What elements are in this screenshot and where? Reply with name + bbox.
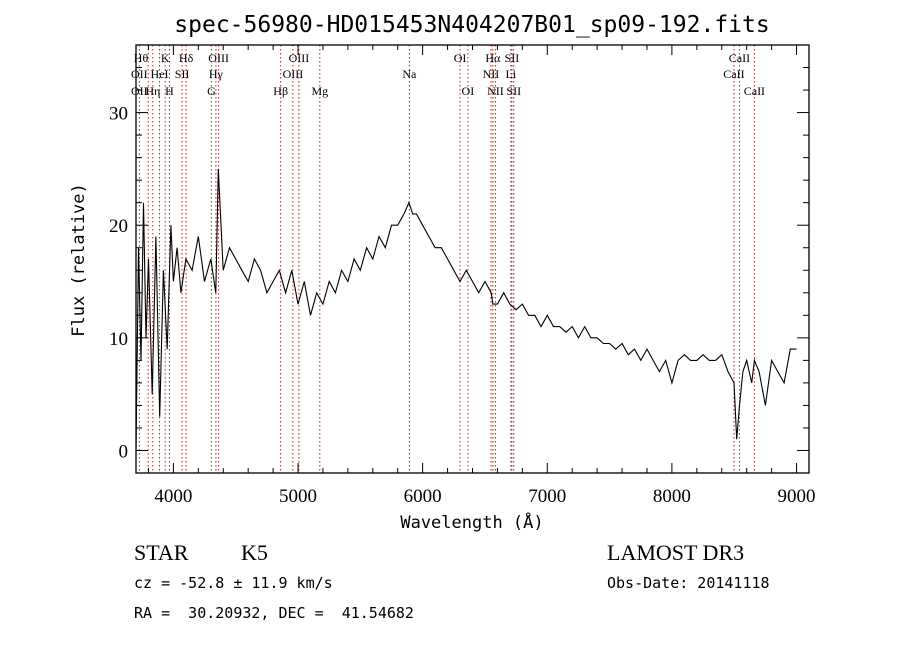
y-tick-label: 0 xyxy=(119,441,129,462)
y-tick-label: 30 xyxy=(109,104,128,125)
spectral-line-label: Hδ xyxy=(179,51,194,65)
x-tick-label: 9000 xyxy=(778,486,816,507)
spectral-line-label: Na xyxy=(402,67,417,81)
spectral-line-label: NII xyxy=(483,67,500,81)
spectral-line-label: CaII xyxy=(723,67,744,81)
spectral-line-label: CaII xyxy=(729,51,750,65)
y-tick-label: 10 xyxy=(109,329,128,350)
spectral-line-label: SII xyxy=(505,51,520,65)
spectral-line-label: OIII xyxy=(289,51,310,65)
spectral-line-label: Hη xyxy=(145,84,160,98)
spectral-line-label: G xyxy=(207,84,216,98)
spectral-line-labels: Hθ K Hδ OIII OIII OI Hα SII CaII OII HeI SII Hγ OIII N… xyxy=(131,51,765,98)
spectral-line-label: Li xyxy=(506,67,517,81)
spectral-line-label: Hγ xyxy=(209,67,224,81)
x-tick-label: 7000 xyxy=(528,486,566,507)
spectral-line-label: OIII xyxy=(208,51,229,65)
spectrum-series-line xyxy=(135,168,797,451)
spectral-line-label: OI xyxy=(454,51,467,65)
object-type: STAR xyxy=(134,540,189,565)
redshift-value: cz = -52.8 ± 11.9 km/s xyxy=(134,574,333,592)
spectral-line-label: SII xyxy=(506,84,521,98)
spectral-line-label: SII xyxy=(175,67,190,81)
spectral-line-label: OIII xyxy=(283,67,304,81)
chart-title: spec-56980-HD015453N404207B01_sp09-192.f… xyxy=(174,12,769,38)
x-tick-label: 8000 xyxy=(653,486,691,507)
coordinates: RA = 30.20932, DEC = 41.54682 xyxy=(134,604,414,622)
y-tick-label: 20 xyxy=(109,216,128,237)
spectral-line-label: Mg xyxy=(311,84,328,98)
spectral-line-label: K xyxy=(161,51,170,65)
x-axis-label: Wavelength (Å) xyxy=(400,511,543,533)
x-tick-label: 6000 xyxy=(404,486,442,507)
x-tick-label: 4000 xyxy=(154,486,192,507)
spectral-line-label: H xyxy=(165,84,174,98)
spectral-line-label: Hβ xyxy=(273,84,288,98)
spectral-line-label: NII xyxy=(487,84,504,98)
spectral-line-label: Hα xyxy=(485,51,501,65)
y-axis-ticks: 0 10 20 30 xyxy=(109,44,809,474)
plot-frame xyxy=(135,44,810,474)
obs-date: Obs-Date: 20141118 xyxy=(607,574,770,592)
x-tick-label: 5000 xyxy=(279,486,317,507)
spectral-line-label: Hθ xyxy=(134,51,149,65)
spectral-class: K5 xyxy=(241,540,268,565)
spectral-line-label: OII xyxy=(131,84,148,98)
x-axis-ticks: 4000 5000 6000 7000 8000 9000 xyxy=(147,45,816,507)
survey-name: LAMOST DR3 xyxy=(607,540,745,565)
spectral-line-markers xyxy=(138,45,755,473)
spectral-line-label: OII xyxy=(131,67,148,81)
y-axis-label: Flux (relative) xyxy=(69,183,89,337)
spectral-line-label: CaII xyxy=(744,84,765,98)
spectral-line-label: OI xyxy=(462,84,475,98)
spectral-line-label: HeI xyxy=(151,67,169,81)
